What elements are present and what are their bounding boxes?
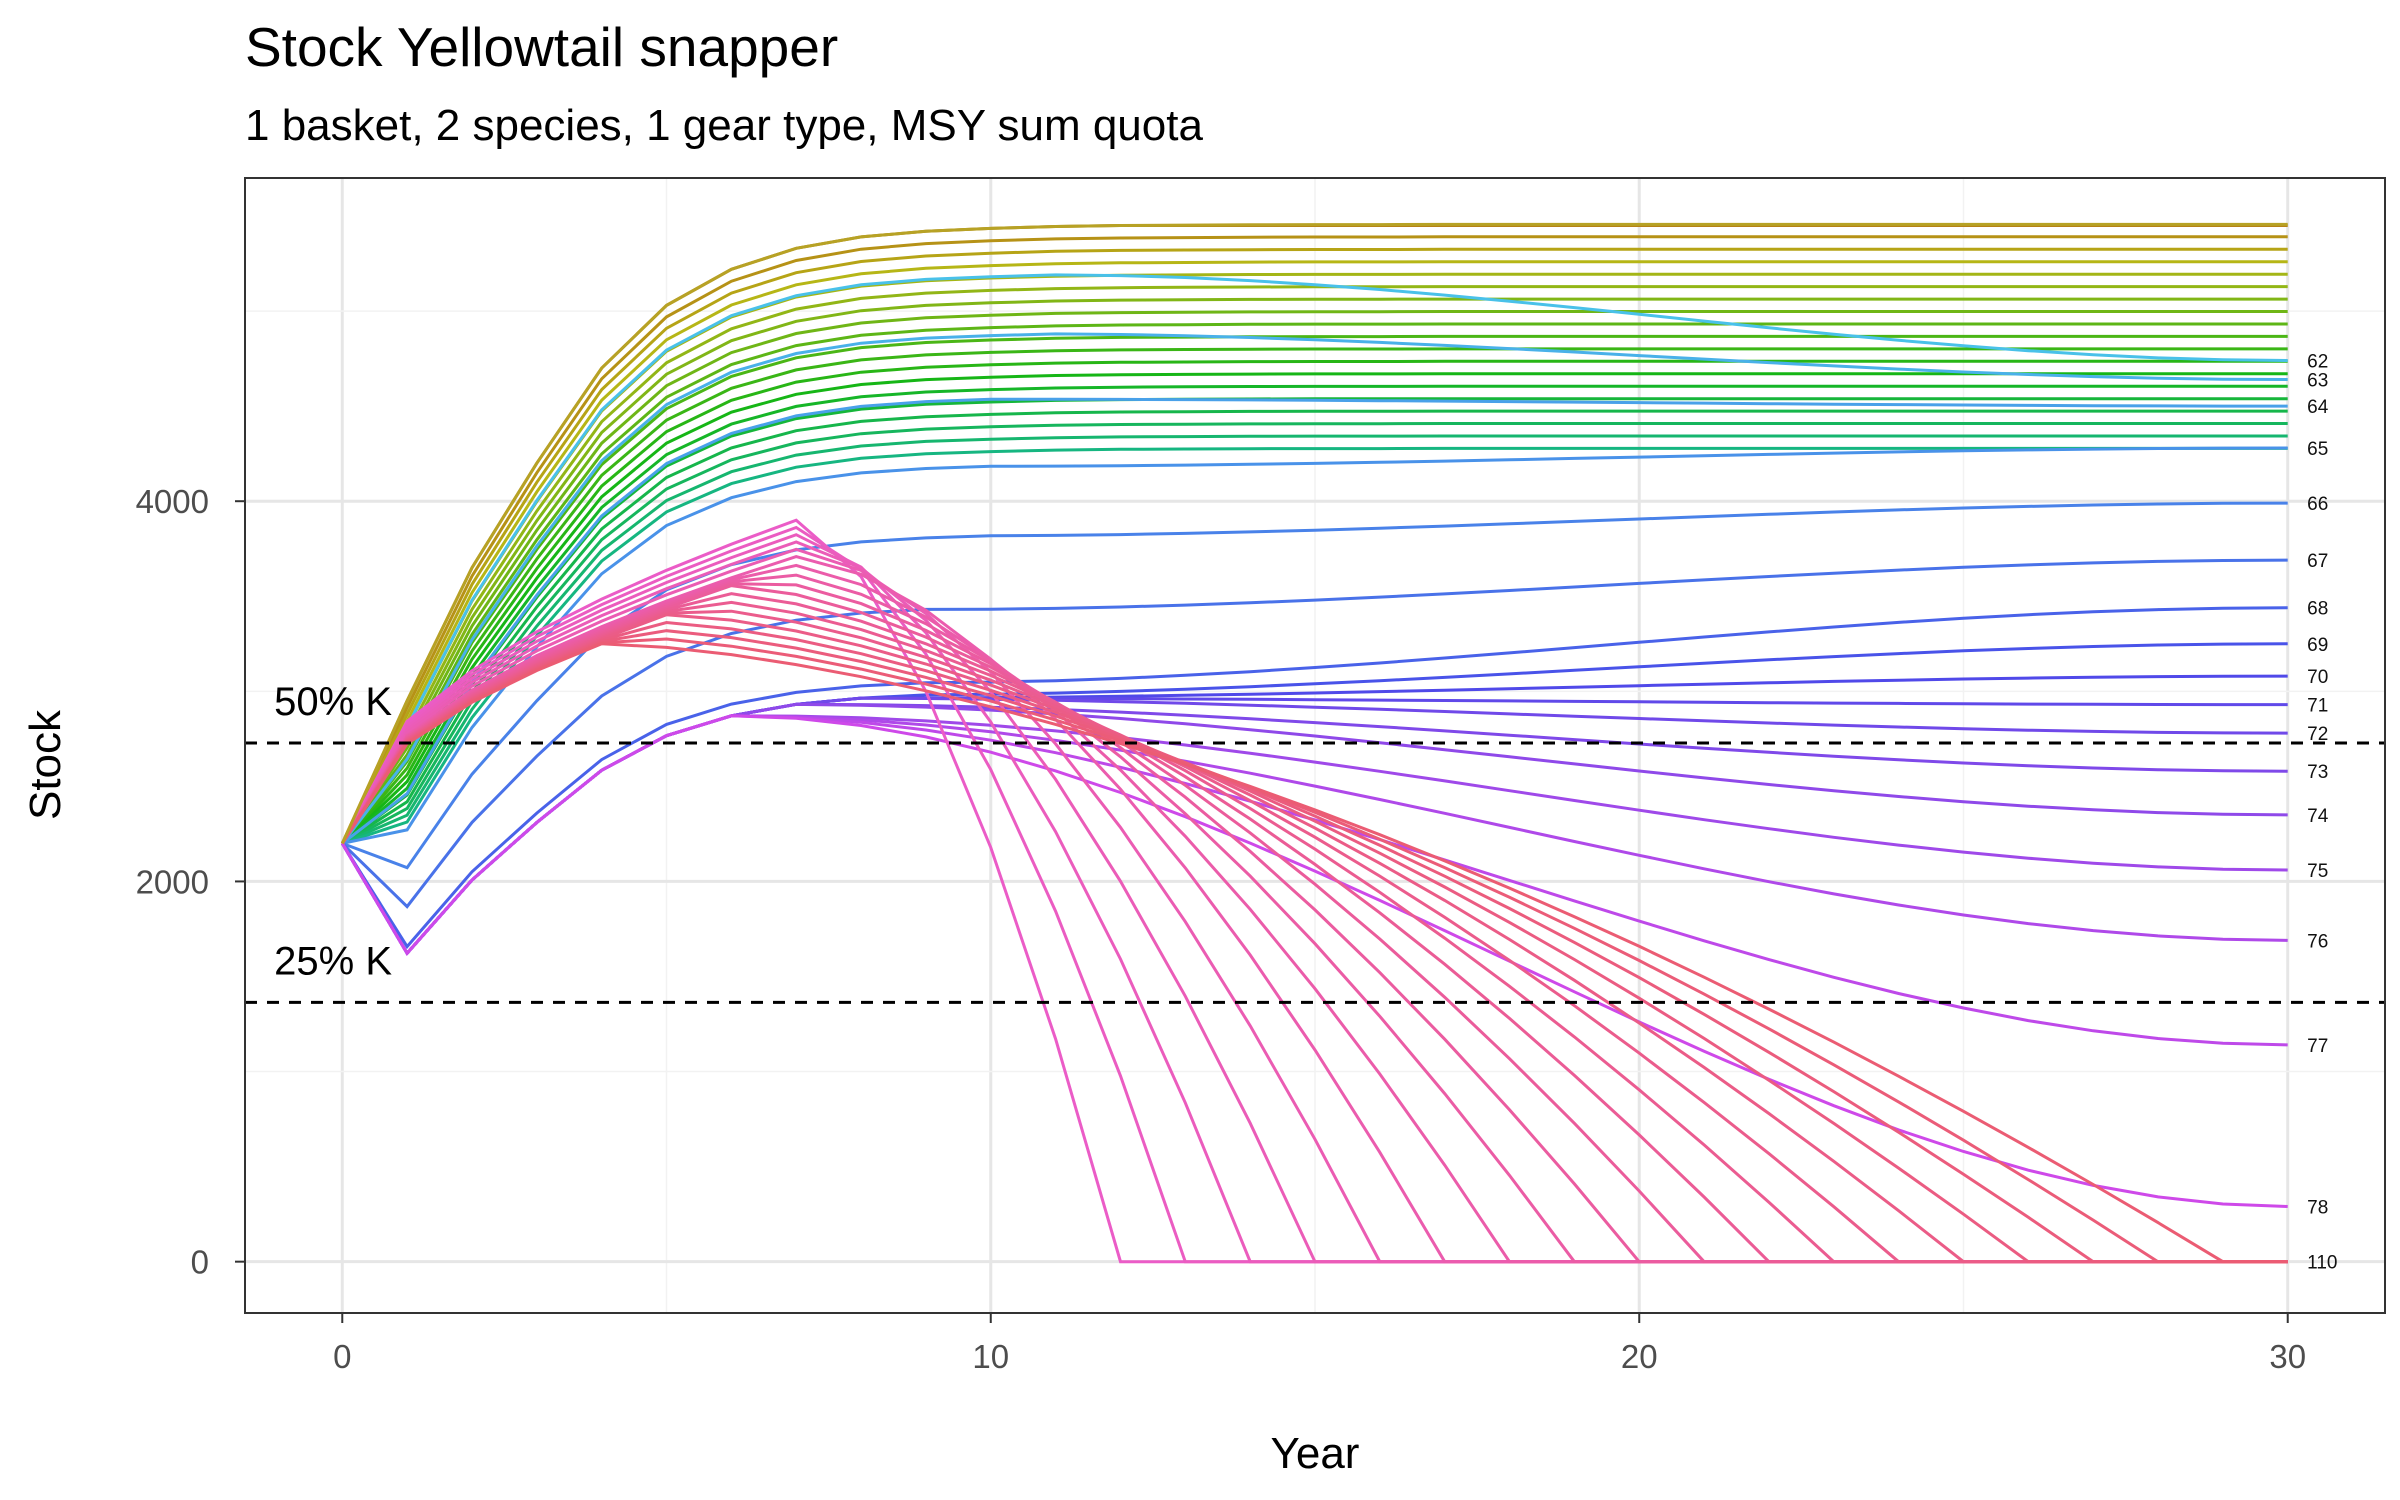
series-line-upper: [341, 434, 2288, 845]
series-line-upper: [340, 260, 2288, 845]
series-end-label-73: 73: [2307, 762, 2328, 783]
series-end-label-62: 62: [2307, 352, 2328, 373]
series-end-label-75: 75: [2307, 861, 2328, 882]
series-line-upper: [341, 310, 2288, 845]
series-line-upper: [341, 409, 2288, 845]
series-end-label-74: 74: [2307, 806, 2329, 827]
series-group: [340, 222, 2288, 1264]
chart-title: Stock Yellowtail snapper: [245, 16, 838, 78]
series-end-label-70: 70: [2307, 667, 2328, 688]
series-line-upper: [341, 347, 2288, 845]
series-line-upper: [341, 446, 2288, 845]
axis-ticks: 0 10 20 30 0 2000 4000: [136, 483, 2307, 1375]
series-end-label-77: 77: [2307, 1036, 2328, 1057]
series-line-63: [341, 332, 2288, 845]
x-tick-label: 10: [972, 1338, 1009, 1375]
series-line-collapsed: [341, 637, 2288, 1264]
series-end-label-68: 68: [2307, 599, 2328, 620]
series-end-label-72: 72: [2307, 724, 2328, 745]
series-line-collapsed: [341, 620, 2288, 1264]
series-line-upper: [341, 322, 2288, 845]
x-axis-title: Year: [1271, 1429, 1360, 1478]
series-line-upper: [341, 297, 2288, 845]
series-end-label-78: 78: [2307, 1198, 2328, 1219]
series-line-upper: [341, 372, 2288, 845]
series-line-collapsed: [341, 613, 2288, 1264]
series-end-label-69: 69: [2307, 635, 2328, 656]
series-end-label-66: 66: [2307, 494, 2328, 515]
series-end-label-64: 64: [2307, 397, 2329, 418]
reference-line-label: 50% K: [274, 680, 392, 724]
series-line-65: [341, 446, 2288, 845]
series-line-64: [341, 397, 2288, 845]
series-line-upper: [341, 422, 2288, 845]
x-tick-label: 20: [1621, 1338, 1658, 1375]
x-tick-label: 0: [333, 1338, 351, 1375]
series-end-label-65: 65: [2307, 439, 2328, 460]
series-line-collapsed: [341, 629, 2288, 1264]
series-line-upper: [340, 247, 2288, 845]
y-tick-label: 0: [191, 1244, 209, 1281]
grid-lines: [245, 178, 2385, 1313]
series-line-collapsed: [341, 642, 2288, 1264]
series-end-label-63: 63: [2307, 371, 2328, 392]
y-tick-label: 4000: [136, 483, 209, 520]
reference-lines: 50% K 25% K: [245, 680, 2385, 1004]
series-end-label-110: 110: [2307, 1253, 2337, 1274]
series-line-upper: [340, 235, 2288, 845]
series-line-upper: [341, 359, 2288, 845]
series-line-upper: [341, 334, 2288, 845]
series-line-62: [340, 273, 2288, 845]
series-line-upper: [341, 285, 2288, 845]
series-line-top: [340, 222, 2288, 845]
series-line-78: [341, 714, 2288, 1208]
series-line-upper: [341, 384, 2288, 845]
reference-line-label: 25% K: [274, 939, 392, 983]
y-tick-label: 2000: [136, 863, 209, 900]
series-end-label-67: 67: [2307, 551, 2328, 572]
chart-subtitle: 1 basket, 2 species, 1 gear type, MSY su…: [245, 101, 1203, 150]
series-end-label-76: 76: [2307, 931, 2328, 952]
x-tick-label: 30: [2269, 1338, 2306, 1375]
series-line-67: [341, 558, 2288, 909]
plot-border: [244, 177, 2386, 1314]
series-end-label-71: 71: [2307, 696, 2328, 717]
series-line-68: [341, 606, 2288, 950]
y-axis-title: Stock: [21, 709, 70, 820]
